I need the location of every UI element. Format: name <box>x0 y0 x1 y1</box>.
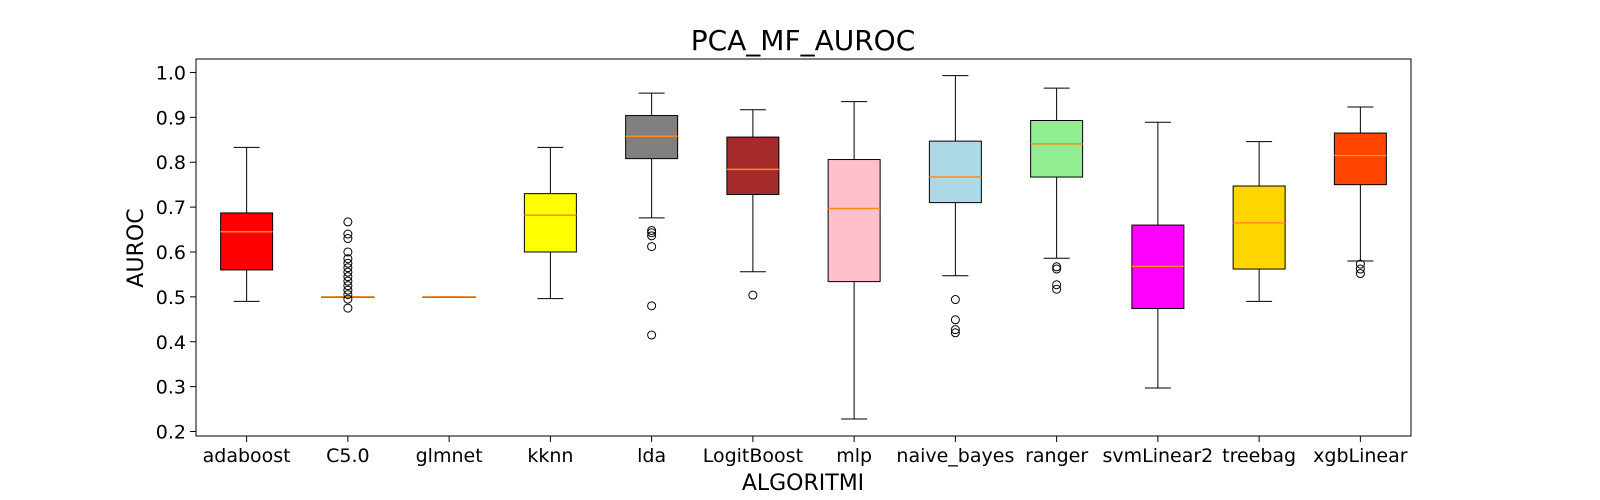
outlier-point <box>1355 259 1365 269</box>
x-tick-label: LogitBoost <box>703 445 803 467</box>
y-tick-label: 1.0 <box>156 62 186 84</box>
x-tick-label: naive_bayes <box>896 445 1014 467</box>
plot-frame <box>195 58 1412 437</box>
outlier-point <box>343 290 353 300</box>
outlier-point <box>343 285 353 295</box>
outlier-point <box>343 267 353 277</box>
y-tick-label: 0.3 <box>156 377 186 399</box>
outlier-point <box>343 272 353 282</box>
outlier-point <box>1052 284 1062 294</box>
box <box>523 193 577 253</box>
box <box>1030 119 1084 178</box>
x-axis: adaboost C5.0 glmnet kknn lda LogitBoost mlp na… <box>203 436 1408 467</box>
y-tick-label: 0.4 <box>156 332 186 354</box>
x-tick-label: C5.0 <box>326 445 369 467</box>
box <box>726 136 780 196</box>
outlier-point <box>343 229 353 239</box>
box-group-kknn <box>523 146 577 300</box>
x-tick-label: mlp <box>836 445 872 467</box>
box-group-logitboost <box>726 109 780 300</box>
outlier-point <box>647 330 657 340</box>
outlier-point <box>647 301 657 311</box>
x-tick-label: xgbLinear <box>1313 445 1408 467</box>
outlier-point <box>1355 264 1365 274</box>
outlier-point <box>343 254 353 264</box>
outlier-point <box>343 294 353 304</box>
outlier-point <box>343 281 353 291</box>
y-tick-label: 0.9 <box>156 107 186 129</box>
outlier-point <box>950 295 960 305</box>
y-tick-label: 0.5 <box>156 287 186 309</box>
x-axis-label: ALGORITMI <box>742 471 864 496</box>
y-axis: 0.2 0.3 0.4 0.5 0.6 0.7 0.8 0.9 1.0 <box>156 62 196 444</box>
outlier-point <box>950 328 960 338</box>
box-group-adaboost <box>220 146 274 302</box>
box-group-mlp <box>827 101 881 420</box>
outlier-point <box>950 325 960 335</box>
outlier-point <box>343 234 353 244</box>
box-group-lda <box>625 92 679 340</box>
outlier-point <box>748 290 758 300</box>
x-tick-label: kknn <box>527 445 573 467</box>
outlier-point <box>343 247 353 257</box>
x-tick-label: ranger <box>1025 445 1088 467</box>
box-group-svmlinear2 <box>1131 121 1185 389</box>
y-tick-label: 0.2 <box>156 422 186 444</box>
box-group-c5-0 <box>321 217 375 313</box>
box <box>1333 132 1387 186</box>
x-tick-label: lda <box>637 445 666 467</box>
x-tick-label: treebag <box>1222 445 1296 467</box>
y-tick-label: 0.7 <box>156 197 186 219</box>
outlier-point <box>647 242 657 252</box>
box-group-treebag <box>1232 141 1286 302</box>
box-series <box>220 75 1387 420</box>
outlier-point <box>1052 262 1062 272</box>
box <box>827 159 881 283</box>
box-group-naive-bayes <box>928 75 982 338</box>
box <box>1232 185 1286 270</box>
x-tick-label: adaboost <box>203 445 291 467</box>
x-tick-label: glmnet <box>416 445 483 467</box>
outlier-point <box>1052 264 1062 274</box>
outlier-point <box>950 315 960 325</box>
outlier-point <box>647 231 657 241</box>
outlier-point <box>343 217 353 227</box>
box-group-xgblinear <box>1333 106 1387 279</box>
box-group-ranger <box>1030 87 1084 294</box>
y-tick-label: 0.8 <box>156 152 186 174</box>
box <box>220 212 274 271</box>
box <box>928 140 982 204</box>
y-tick-label: 0.6 <box>156 242 186 264</box>
outlier-point <box>1355 269 1365 279</box>
outlier-point <box>343 263 353 273</box>
outlier-point <box>647 228 657 238</box>
outlier-point <box>343 258 353 268</box>
chart-title: PCA_MF_AUROC <box>691 24 916 57</box>
y-axis-label: AUROC <box>124 208 149 287</box>
outlier-point <box>343 303 353 313</box>
box-group-glmnet <box>422 296 476 298</box>
outlier-point <box>647 225 657 235</box>
outlier-point <box>1052 280 1062 290</box>
box <box>625 115 679 160</box>
x-tick-label: svmLinear2 <box>1102 445 1213 467</box>
outlier-point <box>343 276 353 286</box>
